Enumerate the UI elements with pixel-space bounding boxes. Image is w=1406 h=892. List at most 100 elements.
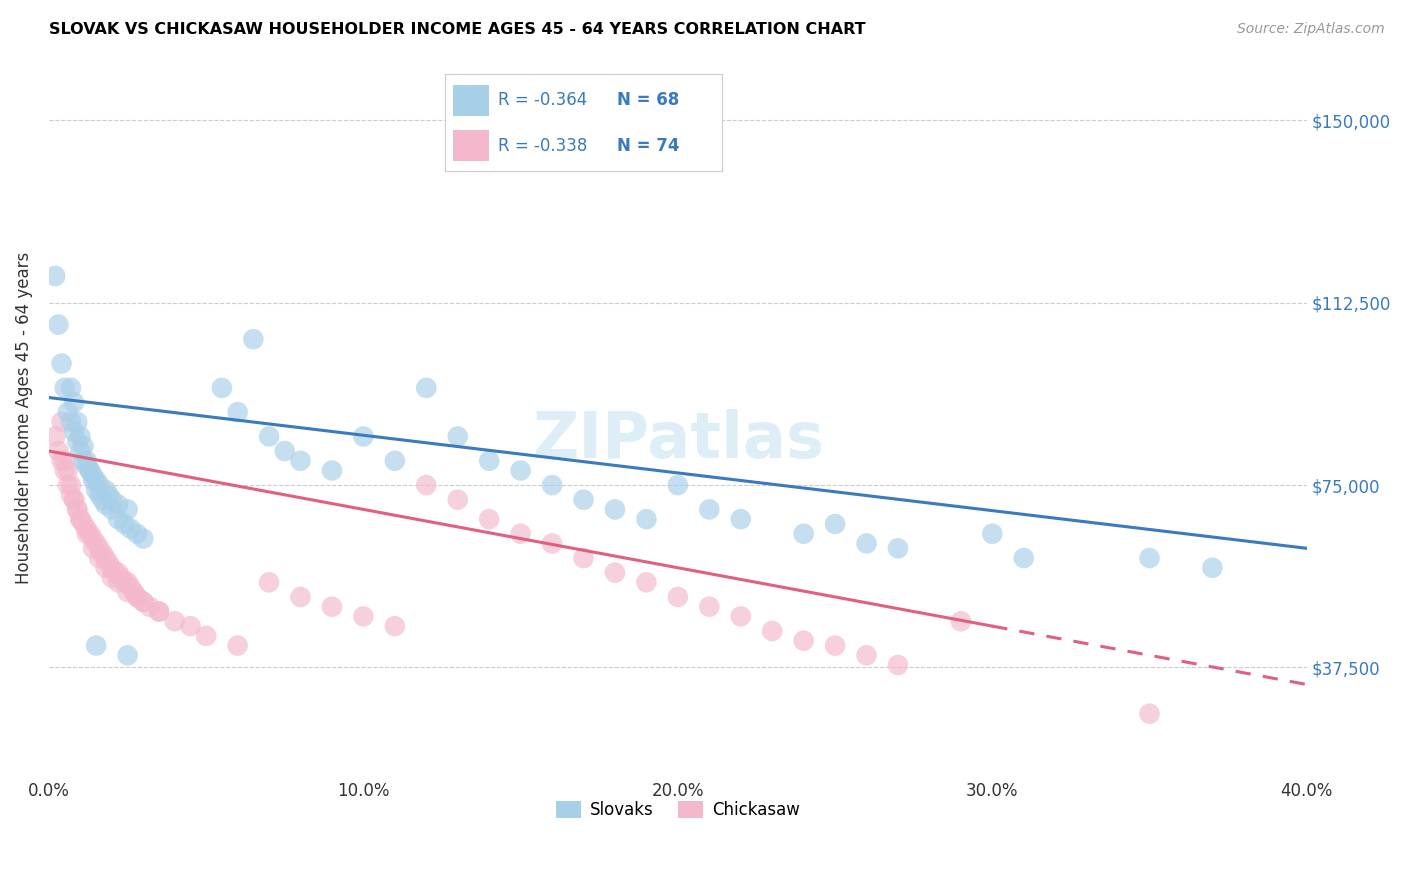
Point [59,415,82,429]
Point [122,585,145,599]
Point [82,532,104,546]
Point [226,639,249,653]
Point [89,551,111,566]
Point [887,658,910,673]
Point [91,546,114,560]
Point [117,648,139,663]
Point [63,492,86,507]
Point [84,483,107,497]
Point [761,624,783,638]
Point [76,526,98,541]
Point [82,541,104,556]
Point [94,483,117,497]
Point [48,318,70,332]
Point [101,492,124,507]
Point [117,575,139,590]
Point [290,590,312,604]
Point [69,444,91,458]
Point [82,468,104,483]
Point [94,551,117,566]
Point [855,536,877,550]
Point [51,454,73,468]
Point [82,473,104,487]
Point [59,478,82,492]
Point [447,429,470,443]
Point [125,590,148,604]
Point [352,609,374,624]
Point [1139,706,1161,721]
Point [53,463,76,477]
Point [384,619,406,633]
Point [697,599,720,614]
Point [509,526,531,541]
Point [51,415,73,429]
Point [949,614,972,628]
Point [290,454,312,468]
Point [148,605,170,619]
Point [69,429,91,443]
Point [981,526,1004,541]
Point [89,478,111,492]
Point [117,585,139,599]
Point [63,425,86,439]
Text: ZIPatlas: ZIPatlas [531,409,824,471]
Point [352,429,374,443]
Point [94,561,117,575]
Point [51,357,73,371]
Point [101,502,124,516]
Point [104,566,127,580]
Point [117,502,139,516]
Point [107,566,129,580]
Point [72,454,94,468]
Legend: Slovaks, Chickasaw: Slovaks, Chickasaw [550,795,806,826]
Point [107,575,129,590]
Point [107,498,129,512]
Point [572,492,595,507]
Point [66,415,89,429]
Point [1012,551,1035,566]
Point [730,609,752,624]
Point [132,595,155,609]
Point [179,619,201,633]
Text: SLOVAK VS CHICKASAW HOUSEHOLDER INCOME AGES 45 - 64 YEARS CORRELATION CHART: SLOVAK VS CHICKASAW HOUSEHOLDER INCOME A… [49,22,866,37]
Point [79,463,101,477]
Point [53,381,76,395]
Point [91,492,114,507]
Point [97,488,120,502]
Point [321,599,343,614]
Point [84,473,107,487]
Point [195,629,218,643]
Point [603,502,626,516]
Point [76,458,98,473]
Point [1139,551,1161,566]
Point [148,605,170,619]
Point [53,454,76,468]
Point [541,536,564,550]
Point [56,478,79,492]
Point [666,590,689,604]
Point [56,405,79,419]
Point [114,516,136,531]
Point [824,516,846,531]
Point [76,522,98,536]
Point [125,526,148,541]
Point [1201,561,1223,575]
Point [666,478,689,492]
Point [56,463,79,477]
Point [636,512,658,526]
Point [69,512,91,526]
Point [79,526,101,541]
Point [384,454,406,468]
Point [132,595,155,609]
Point [793,526,815,541]
Point [541,478,564,492]
Point [97,556,120,570]
Point [69,512,91,526]
Point [257,429,280,443]
Point [114,575,136,590]
Point [48,444,70,458]
Point [63,395,86,409]
Point [44,268,66,283]
Point [76,454,98,468]
Point [89,541,111,556]
